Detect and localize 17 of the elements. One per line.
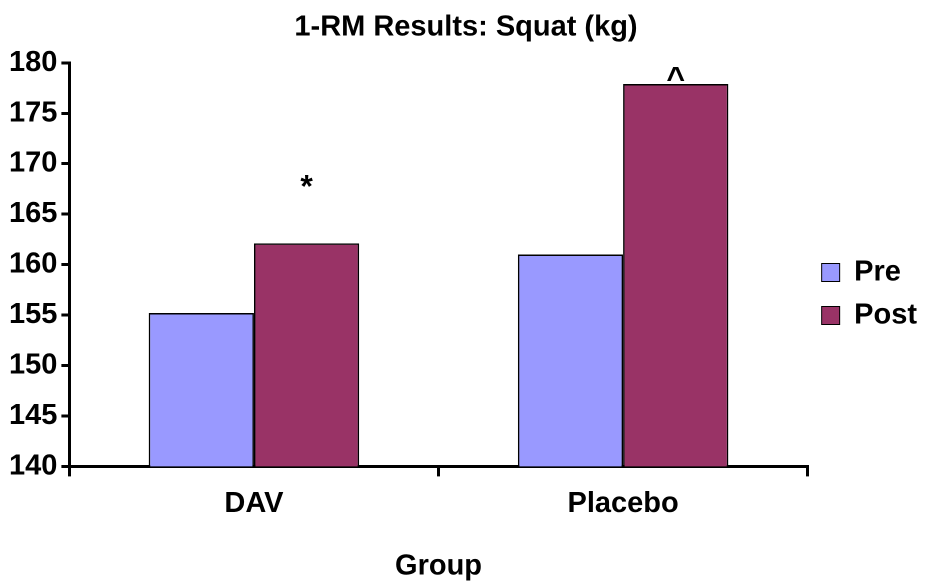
y-tick-label: 150	[8, 348, 58, 380]
legend-label: Post	[854, 298, 918, 330]
x-tick-label: Placebo	[567, 486, 679, 519]
y-tick-label: 170	[8, 146, 58, 179]
legend-label: Pre	[854, 256, 901, 288]
x-axis-title: Group	[395, 550, 482, 582]
y-tick-label: 165	[8, 197, 58, 230]
annotation: *	[300, 168, 314, 204]
y-tick-label: 145	[8, 398, 58, 431]
y-tick-label: 160	[8, 248, 58, 280]
y-tick-label: 180	[8, 46, 58, 78]
x-tick-label: DAV	[224, 486, 284, 519]
annotation: ^	[666, 60, 686, 96]
y-tick-label: 140	[8, 449, 58, 482]
y-tick-label: 155	[8, 298, 58, 330]
y-tick-label: 175	[8, 96, 58, 128]
chart-title: 1-RM Results: Squat (kg)	[294, 10, 638, 42]
